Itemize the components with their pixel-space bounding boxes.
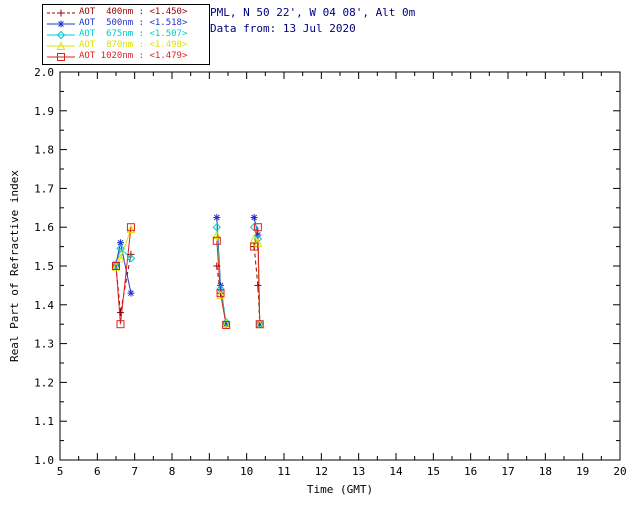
svg-text:18: 18 [539, 465, 552, 478]
legend-line-sample [47, 9, 75, 16]
legend-entry: AOT 500nm : <1.518> [46, 18, 206, 29]
svg-text:Time (GMT): Time (GMT) [307, 483, 373, 496]
legend-mean-value: <1.450> [144, 7, 188, 17]
legend-label: AOT 870nm : [79, 40, 145, 50]
svg-text:20: 20 [613, 465, 626, 478]
svg-text:16: 16 [464, 465, 477, 478]
legend-label: AOT 675nm : [79, 29, 145, 39]
svg-text:1.8: 1.8 [34, 144, 54, 157]
svg-text:1.1: 1.1 [34, 415, 54, 428]
svg-text:19: 19 [576, 465, 589, 478]
legend-mean-value: <1.479> [144, 51, 188, 61]
legend-mean-value: <1.518> [144, 18, 188, 28]
svg-text:6: 6 [94, 465, 101, 478]
legend-entry: AOT 675nm : <1.507> [46, 29, 206, 40]
legend-line-sample [47, 52, 75, 61]
legend-mean-value: <1.498> [144, 40, 188, 50]
svg-text:1.7: 1.7 [34, 182, 54, 195]
legend-label: AOT 400nm : [79, 7, 145, 17]
svg-text:17: 17 [501, 465, 514, 478]
legend-label: AOT 500nm : [79, 18, 145, 28]
legend-box: AOT 400nm : <1.450> AOT 500nm : <1.518> AO… [42, 4, 210, 65]
legend-entry: AOT 400nm : <1.450> [46, 7, 206, 18]
svg-text:15: 15 [427, 465, 440, 478]
station-info-text: PML, N 50 22', W 04 08', Alt 0m [210, 6, 416, 19]
svg-text:1.3: 1.3 [34, 338, 54, 351]
svg-text:7: 7 [131, 465, 138, 478]
legend-line-sample [47, 40, 75, 50]
legend-entry: AOT 1020nm : <1.479> [46, 51, 206, 62]
svg-text:1.6: 1.6 [34, 221, 54, 234]
legend-label: AOT 1020nm : [79, 51, 145, 61]
svg-text:Real Part of Refractive index: Real Part of Refractive index [8, 170, 21, 362]
header-block: PML, N 50 22', W 04 08', Alt 0m Data fro… [210, 5, 415, 37]
svg-text:1.9: 1.9 [34, 105, 54, 118]
svg-text:5: 5 [57, 465, 64, 478]
svg-text:8: 8 [169, 465, 176, 478]
legend-line-sample [47, 20, 75, 27]
svg-text:14: 14 [389, 465, 403, 478]
legend-entry: AOT 870nm : <1.498> [46, 40, 206, 51]
svg-text:1.5: 1.5 [34, 260, 54, 273]
svg-text:12: 12 [315, 465, 328, 478]
svg-text:1.4: 1.4 [34, 299, 54, 312]
svg-text:11: 11 [277, 465, 290, 478]
svg-text:1.0: 1.0 [34, 454, 54, 467]
svg-text:13: 13 [352, 465, 365, 478]
svg-text:10: 10 [240, 465, 253, 478]
data-from-text: Data from: 13 Jul 2020 [210, 22, 356, 35]
svg-text:2.0: 2.0 [34, 66, 54, 79]
legend-mean-value: <1.507> [144, 29, 188, 39]
svg-text:1.2: 1.2 [34, 376, 54, 389]
svg-text:9: 9 [206, 465, 213, 478]
legend-line-sample [47, 30, 75, 39]
